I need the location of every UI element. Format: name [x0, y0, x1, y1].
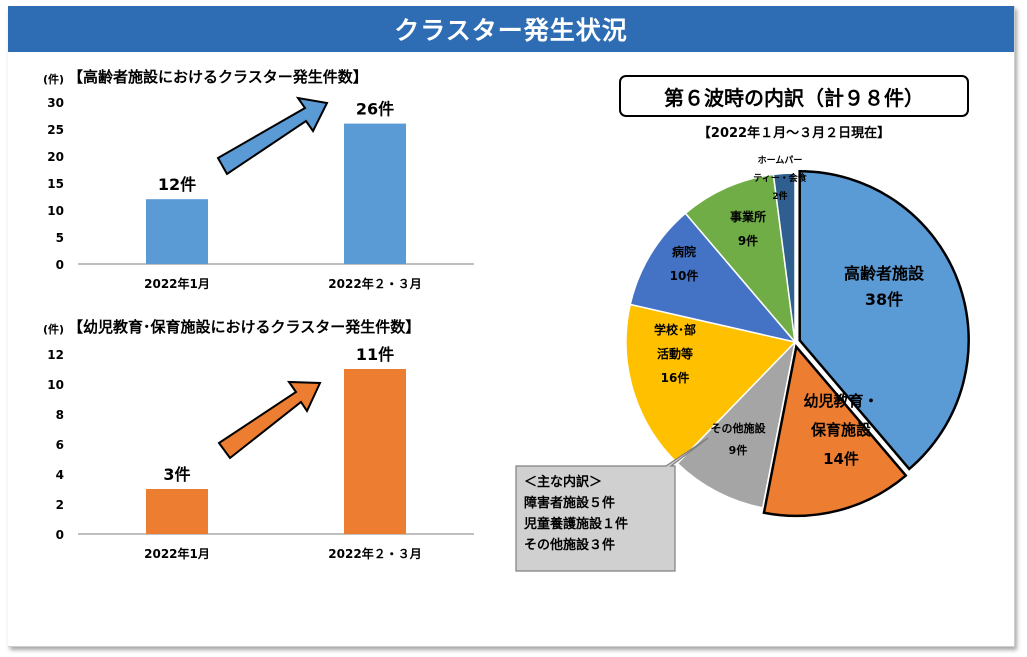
pie-slice-label: 38件 [865, 290, 903, 309]
c2-y-tick: 12 [47, 348, 64, 362]
pie-slice-label: 10件 [670, 268, 699, 283]
c1-y-tick: 30 [47, 96, 64, 110]
childcare-y-unit: (件) [43, 322, 64, 336]
slide: クラスター発生状況 【高齢者施設におけるクラスター発生件数】 (件) 0 5 10 1… [8, 6, 1015, 647]
c1-y-tick: 25 [47, 123, 64, 137]
pie-slice-label: 病院 [672, 244, 696, 259]
pie-slice-label: 事業所 [730, 209, 766, 224]
childcare-chart-title: 【幼児教育･保育施設におけるクラスター発生件数】 [68, 318, 420, 336]
pie-slice-label: 高齢者施設 [844, 264, 925, 283]
pie-slice [629, 212, 798, 344]
c2-y-tick: 10 [47, 378, 64, 392]
c2-y-tick: 6 [56, 438, 64, 452]
pie-slice-label: 9件 [738, 233, 758, 248]
pie-slice-label: ティー・会食 [753, 172, 807, 184]
c2-bar [146, 489, 208, 534]
c1-category-label: 2022年1月 [144, 276, 210, 291]
c2-y-tick: 2 [56, 498, 64, 512]
pie-slice-label: 14件 [823, 450, 859, 468]
pie-slice-label: 保育施設 [810, 421, 872, 439]
pie-slice-label: その他施設 [711, 421, 767, 435]
pie-slice-label: 2件 [772, 190, 787, 202]
c2-category-label: 2022年1月 [144, 546, 210, 561]
page-title: クラスター発生状況 [394, 16, 628, 45]
c1-y-tick: 15 [47, 177, 64, 191]
title-bar: クラスター発生状況 [8, 6, 1014, 52]
pie-slice [625, 303, 797, 465]
c2-y-tick: 4 [56, 468, 64, 482]
c2-value-label: 11件 [356, 345, 394, 364]
pie-title-box [619, 75, 969, 117]
pie-slice [772, 172, 796, 343]
c2-bar [344, 369, 406, 534]
pie-slice-label: 9件 [729, 443, 748, 457]
pie-slice-label: 活動等 [657, 346, 693, 361]
breakdown-callout: ＜主な内訳＞ 障害者施設５件 児童養護施設１件 その他施設３件 [515, 437, 709, 572]
pie-slice-label: ホームパー [758, 154, 803, 166]
c1-category-label: 2022年２・３月 [328, 276, 421, 291]
c1-bar [146, 199, 208, 264]
c2-category-label: 2022年２・３月 [328, 546, 421, 561]
elderly-y-unit: (件) [43, 72, 64, 86]
pie-slice [762, 344, 908, 518]
pie-title: 第６波時の内訳（計９８件） [664, 86, 924, 110]
childcare-increase-arrow [217, 380, 322, 460]
pie-slice [684, 173, 797, 345]
callout-line-1: ＜主な内訳＞ [524, 474, 602, 490]
elderly-increase-arrow [216, 96, 329, 176]
pie-slice [676, 339, 797, 509]
c2-y-tick: 0 [56, 528, 64, 542]
c1-value-label: 12件 [158, 175, 196, 194]
elderly-bar-chart: 【高齢者施設におけるクラスター発生件数】 (件) 0 5 10 15 20 25 30 12… [43, 68, 474, 291]
callout-bubble [515, 437, 709, 572]
pie-slice-label: 16件 [661, 370, 690, 385]
pie-slice [798, 170, 970, 471]
c1-y-tick: 0 [56, 258, 64, 272]
c1-bar [344, 123, 406, 264]
pie-slice-label: 幼児教育・ [803, 392, 878, 410]
pie-subtitle: 【2022年１月～３月２日現在】 [698, 125, 890, 141]
childcare-bar-chart: 【幼児教育･保育施設におけるクラスター発生件数】 (件) 0 2 4 6 8 10 12 3… [43, 318, 474, 561]
breakdown-pie-chart: 第６波時の内訳（計９８件） 【2022年１月～３月２日現在】 高齢者施設 38件幼… [619, 75, 970, 518]
pie-slice-label: 学校･部 [654, 322, 696, 337]
c2-value-label: 3件 [163, 465, 190, 484]
c1-value-label: 26件 [356, 100, 394, 119]
callout-line-4: その他施設３件 [524, 537, 615, 553]
c1-y-tick: 5 [56, 231, 64, 245]
callout-line-3: 児童養護施設１件 [523, 516, 628, 532]
callout-line-2: 障害者施設５件 [524, 495, 615, 511]
c1-y-tick: 20 [47, 150, 64, 164]
c1-y-tick: 10 [47, 204, 64, 218]
elderly-chart-title: 【高齢者施設におけるクラスター発生件数】 [68, 68, 368, 86]
c2-y-tick: 8 [56, 408, 64, 422]
